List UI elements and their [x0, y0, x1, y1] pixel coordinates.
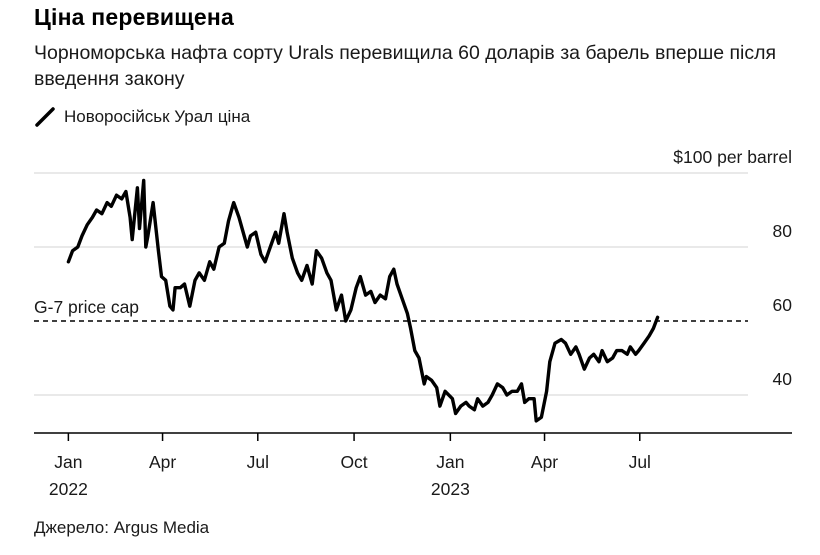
x-tick-label: Jul	[247, 452, 269, 472]
x-tick-label: Apr	[531, 452, 558, 472]
x-tick-label: Apr	[149, 452, 176, 472]
chart-subtitle: Чорноморська нафта сорту Urals перевищил…	[34, 42, 777, 90]
series-line-urals	[66, 178, 660, 423]
source-note: Джерело: Argus Media	[34, 518, 210, 537]
y-tick-label: $100 per barrel	[673, 147, 792, 167]
y-tick-label: 60	[773, 295, 793, 315]
x-tick-label: Jan	[436, 452, 464, 472]
y-tick-label: 80	[773, 221, 793, 241]
y-tick-label: 40	[773, 369, 793, 389]
legend-line-icon	[35, 107, 55, 127]
chart-title: Ціна перевищена	[34, 4, 234, 30]
legend-label: Новоросійськ Урал ціна	[64, 107, 251, 126]
x-tick-year-label: 2022	[49, 479, 88, 499]
price-cap-label: G-7 price cap	[34, 297, 139, 317]
x-tick-label: Jul	[629, 452, 651, 472]
legend: Новоросійськ Урал ціна	[34, 106, 250, 128]
x-tick-label: Jan	[54, 452, 82, 472]
x-tick-year-label: 2023	[431, 479, 470, 499]
x-tick-label: Oct	[340, 452, 367, 472]
